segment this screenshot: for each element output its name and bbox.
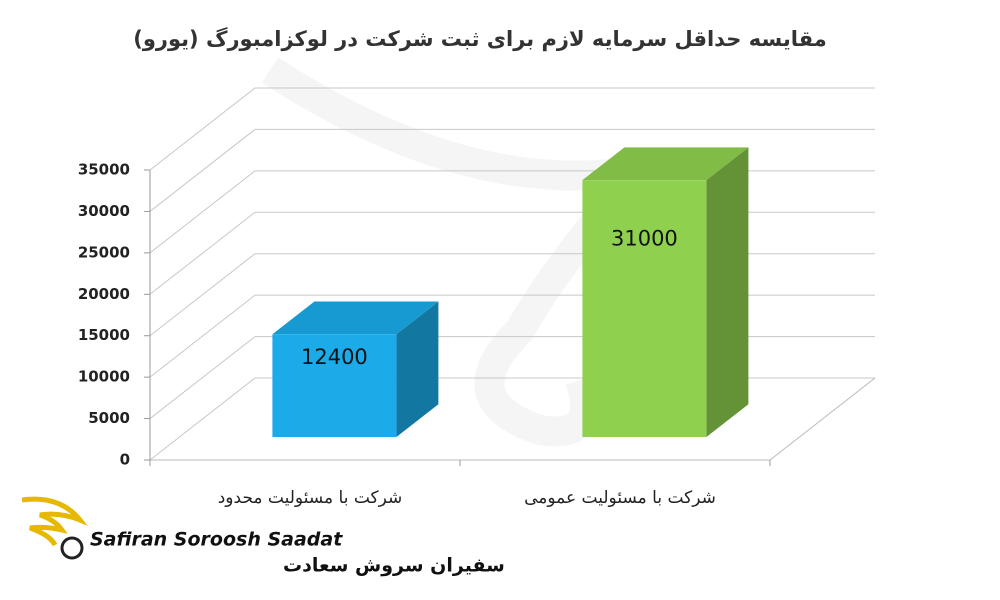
bar-front [272, 334, 397, 438]
x-tick-label: شرکت با مسئولیت محدود [218, 488, 403, 508]
y-tick-label: 0 [120, 451, 130, 469]
logo-name-fa: سفیران سروش سعادت [283, 555, 505, 577]
bar-side [396, 301, 439, 438]
bar-top [582, 147, 749, 181]
data-label: 31000 [611, 226, 678, 250]
y-tick-label: 15000 [78, 326, 130, 344]
bar [272, 301, 439, 438]
logo-mark [60, 536, 84, 560]
y-tick-label: 25000 [78, 243, 130, 261]
watermark [261, 57, 680, 447]
bar [582, 147, 749, 438]
logo: Safiran Soroosh Saadat سفیران سروش سعادت [21, 496, 505, 577]
bar-top [272, 301, 439, 335]
grid-line [149, 87, 875, 171]
chart-title: مقایسه حداقل سرمایه لازم برای ثبت شرکت د… [133, 26, 826, 51]
y-tick-label: 30000 [78, 202, 130, 220]
y-tick-label: 20000 [78, 285, 130, 303]
y-tick-label: 35000 [78, 161, 130, 179]
y-tick-label: 5000 [88, 409, 130, 427]
logo-wing [21, 496, 88, 547]
data-label: 12400 [301, 345, 368, 369]
grid-line [149, 128, 875, 212]
x-tick-label: شرکت با مسئولیت عمومی [524, 488, 716, 508]
watermark-shape [261, 57, 680, 447]
logo-name-en: Safiran Soroosh Saadat [90, 529, 343, 551]
bar-front [582, 180, 707, 438]
y-tick-label: 10000 [78, 368, 130, 386]
bar-side [706, 147, 749, 438]
